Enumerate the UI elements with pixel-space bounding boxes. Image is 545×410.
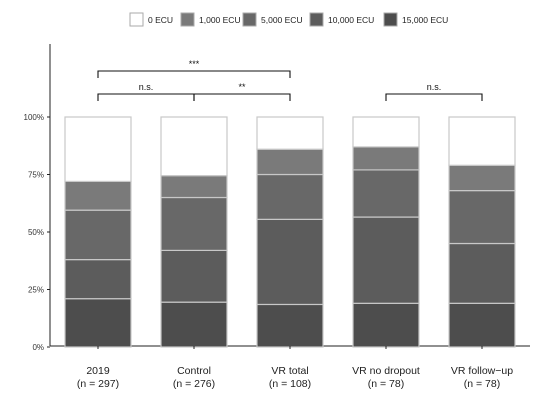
bar-segment (64, 209, 132, 261)
bar-segment (352, 169, 420, 218)
legend-label: 10,000 ECU (328, 15, 374, 25)
bar-segment (448, 116, 516, 166)
legend-label: 0 ECU (148, 15, 173, 25)
bar-stack (160, 116, 228, 348)
bar-segment (352, 302, 420, 348)
x-tick-sublabel: (n = 276) (173, 378, 215, 390)
y-axis-ticks: 0% 25% 50% 75% 100% (24, 113, 50, 352)
bars (64, 116, 516, 348)
bar-stack (352, 116, 420, 348)
bar-segment (160, 301, 228, 348)
legend-swatch (242, 12, 257, 27)
significance-label: ** (238, 82, 246, 92)
bar-segment (256, 173, 324, 220)
bar-segment (160, 175, 228, 199)
bar-segment (160, 196, 228, 252)
significance-brackets: n.s. *****n.s. (97, 59, 483, 101)
bar-segment (160, 116, 228, 177)
bar-segment (352, 216, 420, 304)
bar-segment (64, 180, 132, 211)
bar-segment (64, 298, 132, 348)
y-tick-label: 75% (28, 171, 44, 180)
legend-item: 5,000 ECU (242, 12, 303, 27)
significance-bracket: *** (97, 59, 291, 78)
plot-area: 0%25%50%75%100% 2019(n = 297)Control(n =… (24, 44, 530, 390)
bar-segment (448, 190, 516, 245)
y-tick-label: 50% (28, 228, 44, 237)
bar-segment (256, 218, 324, 306)
x-tick-label: VR total (271, 365, 308, 377)
legend-swatch (180, 12, 195, 27)
x-tick-label: VR no dropout (352, 365, 420, 377)
legend-label: 15,000 ECU (402, 15, 448, 25)
x-tick-label: VR follow−up (451, 365, 513, 377)
bracket-line (97, 70, 291, 78)
x-tick-sublabel: (n = 108) (269, 378, 311, 390)
bar-segment (64, 116, 132, 183)
bar-stack (448, 116, 516, 348)
y-tick-label: 0% (32, 343, 44, 352)
significance-label: n.s. (427, 82, 442, 92)
bracket-line (193, 93, 291, 101)
significance-label: n.s. (139, 82, 154, 92)
bar-segment (160, 249, 228, 303)
legend-swatch (309, 12, 324, 27)
bracket-line (385, 93, 483, 101)
x-tick-sublabel: (n = 297) (77, 378, 119, 390)
x-tick-label: Control (177, 365, 211, 377)
bar-segment (448, 302, 516, 348)
bar-segment (448, 164, 516, 192)
bracket-line (97, 93, 195, 101)
x-tick-sublabel: (n = 78) (368, 378, 404, 390)
x-tick-label: 2019 (86, 365, 110, 377)
bar-segment (256, 116, 324, 150)
legend: 0 ECU 1,000 ECU 5,000 ECU 10,000 ECU 15,000 … (129, 12, 448, 27)
x-tick-sublabel: (n = 78) (464, 378, 500, 390)
bar-stack (64, 116, 132, 348)
bar-segment (64, 259, 132, 300)
significance-bracket: ** (193, 82, 291, 101)
bar-stack (256, 116, 324, 348)
legend-swatch (129, 12, 144, 27)
y-tick-label: 25% (28, 286, 44, 295)
legend-item: 15,000 ECU (383, 12, 448, 27)
bar-segment (352, 116, 420, 148)
bar-segment (256, 303, 324, 348)
significance-bracket: n.s. (385, 82, 483, 101)
legend-label: 1,000 ECU (199, 15, 241, 25)
x-axis-labels: 2019(n = 297)Control(n = 276)VR total(n … (77, 346, 513, 390)
legend-item: 10,000 ECU (309, 12, 374, 27)
legend-item: 0 ECU (129, 12, 173, 27)
significance-label: *** (189, 59, 200, 69)
y-tick-label: 100% (24, 113, 44, 122)
bar-segment (256, 148, 324, 176)
bar-segment (448, 242, 516, 304)
significance-bracket: n.s. (97, 82, 195, 101)
legend-label: 5,000 ECU (261, 15, 303, 25)
legend-swatch (383, 12, 398, 27)
bar-segment (352, 146, 420, 171)
legend-item: 1,000 ECU (180, 12, 241, 27)
